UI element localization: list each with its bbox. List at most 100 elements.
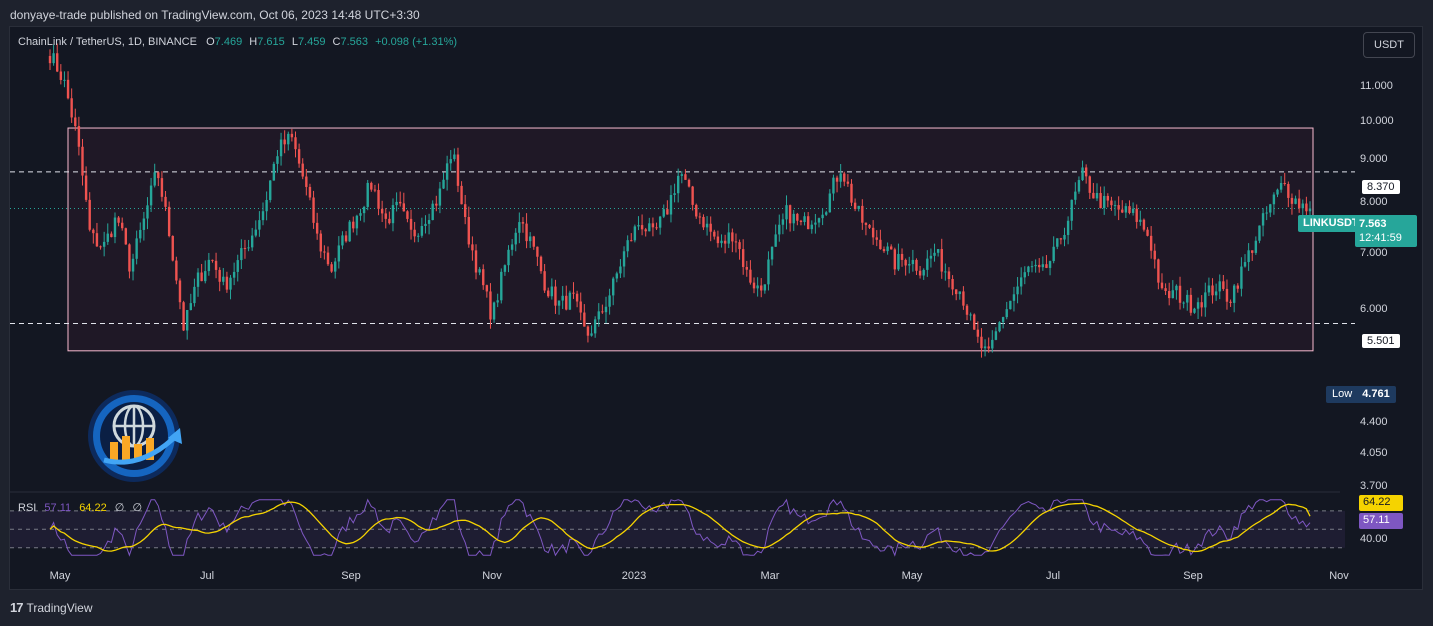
- last-price: 7.563: [1359, 218, 1387, 230]
- candle-body: [1265, 212, 1268, 214]
- candle-body: [1254, 240, 1258, 253]
- candle-body: [1236, 285, 1239, 289]
- candle-body: [521, 222, 525, 224]
- candle-body: [330, 264, 333, 272]
- change-value: +0.098 (+1.31%): [375, 36, 458, 48]
- currency-button[interactable]: USDT: [1363, 32, 1415, 58]
- candle-body: [236, 260, 239, 272]
- rsi-value: 57.11: [44, 502, 72, 514]
- candle-body: [1193, 308, 1196, 313]
- candle-body: [200, 272, 203, 282]
- publisher-line: donyaye-trade published on TradingView.c…: [10, 8, 420, 22]
- chart-pane[interactable]: ChainLink / TetherUS, 1D, BINANCE O7.469…: [9, 26, 1423, 590]
- candle-body: [463, 204, 467, 218]
- candle-body: [944, 271, 947, 273]
- candle-body: [1088, 176, 1091, 193]
- rsi-legend: RSI 57.11 64.22 ∅ ∅: [18, 502, 143, 514]
- candle-body: [1153, 250, 1156, 260]
- candle-body: [1251, 250, 1254, 253]
- candle-body: [788, 205, 792, 224]
- candle-body: [442, 179, 445, 189]
- candle-body: [832, 177, 835, 194]
- candle-body: [1189, 294, 1193, 313]
- candle-body: [922, 269, 925, 276]
- candle-body: [157, 172, 160, 179]
- candle-body: [1041, 264, 1045, 268]
- candle-body: [110, 233, 113, 238]
- candle-body: [926, 258, 929, 270]
- candle-body: [684, 174, 687, 180]
- candle-body: [1297, 198, 1301, 209]
- candle-body: [745, 266, 748, 270]
- candle-body: [160, 178, 164, 197]
- chart-canvas[interactable]: [10, 27, 1422, 589]
- candle-body: [731, 232, 734, 242]
- candle-body: [601, 311, 604, 313]
- candle-body: [615, 273, 619, 279]
- candle-body: [633, 226, 637, 241]
- candle-body: [1131, 208, 1135, 213]
- candle-body: [1124, 206, 1128, 213]
- candle-body: [297, 149, 301, 164]
- candle-body: [579, 301, 582, 313]
- candle-body: [951, 278, 954, 290]
- candle-body: [128, 244, 131, 272]
- candle-body: [99, 246, 102, 248]
- candle-body: [417, 235, 420, 237]
- candle-body: [218, 269, 221, 282]
- candle-body: [785, 205, 788, 220]
- candle-body: [178, 280, 182, 303]
- candle-body: [482, 269, 485, 286]
- candle-body: [503, 265, 507, 272]
- candle-body: [568, 292, 572, 310]
- candle-body: [900, 253, 904, 260]
- candle-body: [543, 271, 546, 291]
- candle-body: [250, 235, 254, 248]
- candle-body: [1142, 219, 1146, 230]
- candle-body: [727, 232, 730, 244]
- candle-body: [796, 213, 799, 221]
- candle-body: [720, 240, 723, 244]
- candle-body: [666, 209, 669, 215]
- candle-body: [648, 223, 651, 232]
- candle-body: [933, 252, 936, 256]
- candle-body: [496, 300, 499, 303]
- rsi-ma-value: 64.22: [79, 502, 107, 514]
- candle-body: [63, 79, 66, 81]
- candle-body: [489, 291, 492, 320]
- candle-body: [243, 248, 247, 250]
- tradingview-brand: TradingView: [26, 600, 93, 615]
- candle-body: [853, 202, 857, 210]
- candle-body: [612, 278, 615, 296]
- candle-body: [113, 217, 117, 238]
- candle-body: [958, 291, 961, 295]
- candle-body: [1027, 266, 1030, 273]
- candle-body: [406, 211, 409, 219]
- candle-body: [695, 204, 698, 217]
- candle-body: [1110, 200, 1113, 206]
- candle-body: [843, 173, 846, 182]
- tradingview-footer[interactable]: 17 TradingView: [10, 600, 93, 615]
- candle-body: [456, 154, 460, 186]
- candle-body: [131, 258, 135, 272]
- candle-body: [897, 253, 900, 270]
- candle-body: [1099, 193, 1102, 209]
- candle-body: [709, 223, 712, 232]
- candle-body: [770, 246, 774, 260]
- candle-body: [1103, 195, 1106, 209]
- candle-body: [117, 217, 120, 223]
- candle-body: [254, 229, 257, 236]
- candle-body: [1056, 238, 1059, 247]
- candle-body: [1139, 219, 1142, 222]
- candle-body: [871, 227, 875, 238]
- candle-body: [359, 213, 362, 216]
- candle-body: [1269, 204, 1272, 213]
- candle-body: [395, 201, 398, 206]
- candle-body: [583, 312, 586, 327]
- candle-body: [1030, 266, 1034, 268]
- candle-body: [377, 190, 380, 209]
- candle-body: [59, 71, 63, 80]
- candle-body: [799, 220, 803, 223]
- candle-body: [1222, 281, 1225, 289]
- candle-body: [965, 305, 969, 315]
